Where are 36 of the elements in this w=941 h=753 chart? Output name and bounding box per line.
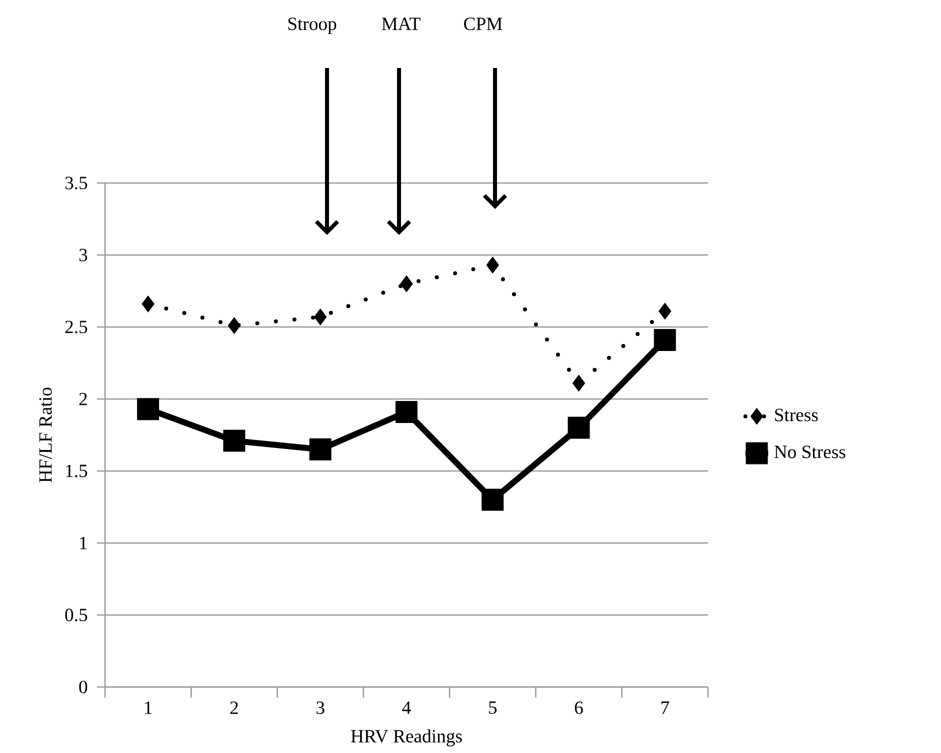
x-tick-label: 2 — [230, 702, 238, 714]
x-tick-label: 3 — [316, 702, 324, 714]
x-tick-label: 1 — [145, 702, 152, 714]
text: CPM — [464, 18, 502, 30]
y-tick-label: 2 — [79, 393, 87, 406]
y-tick-label: 1 — [80, 537, 87, 550]
y-tick-label: 3 — [79, 248, 88, 262]
point — [400, 276, 413, 292]
point — [314, 308, 327, 326]
point — [223, 430, 246, 452]
point — [228, 317, 241, 334]
y-tick-label: 0.5 — [65, 608, 88, 622]
y-tick-label: 2.5 — [65, 320, 88, 334]
x-tick-label: 6 — [574, 702, 583, 714]
point — [568, 416, 590, 439]
y-tick-label: 1.5 — [66, 464, 88, 478]
x-axis-title: HRV Readings — [351, 730, 462, 747]
point — [142, 296, 154, 312]
point — [486, 256, 499, 274]
x-tick-label: 7 — [661, 702, 670, 714]
point — [482, 488, 504, 511]
point — [396, 401, 418, 424]
x-tick-label: 4 — [402, 702, 411, 714]
point — [572, 375, 586, 392]
point — [309, 438, 332, 461]
text: Stroop — [288, 18, 336, 34]
y-axis-title: HF/LF Ratio — [39, 388, 52, 483]
point — [658, 303, 672, 320]
x-tick-label: 5 — [489, 702, 497, 714]
point — [654, 329, 676, 352]
legend-label: No Stress — [774, 446, 846, 458]
legend-label: Stress — [775, 408, 818, 422]
text: MAT — [382, 18, 420, 30]
y-tick-label: 0 — [79, 680, 88, 694]
point — [137, 398, 160, 420]
y-tick-label: 3.5 — [65, 176, 88, 190]
